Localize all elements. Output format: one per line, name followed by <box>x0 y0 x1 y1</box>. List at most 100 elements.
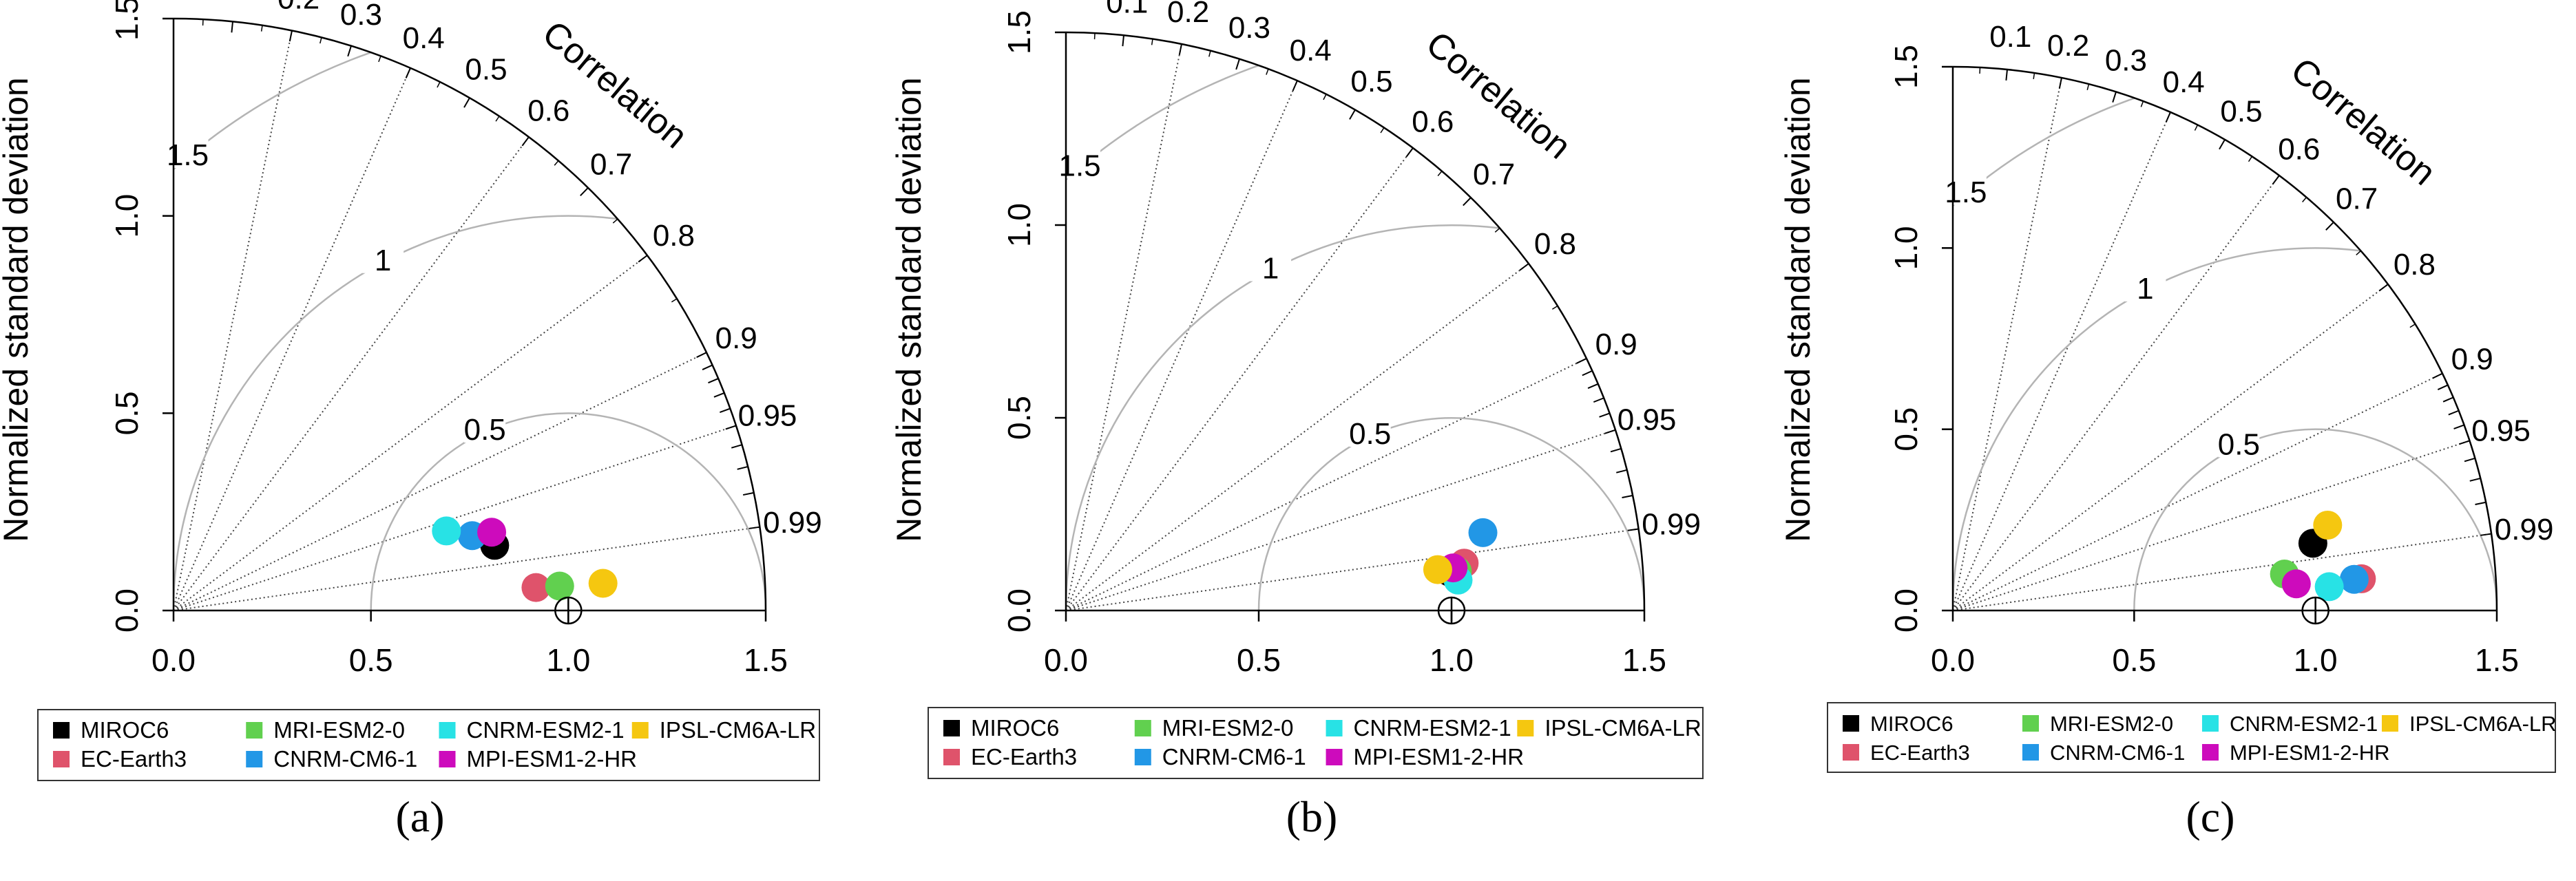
rms-label-bg <box>2218 428 2260 458</box>
correlation-tick <box>1178 43 1182 55</box>
correlation-tick-label: 0.8 <box>1534 227 1576 261</box>
y-axis-title: Normalized standard deviation <box>890 77 928 542</box>
legend-entry: MRI-ESM2-0 <box>2050 712 2173 736</box>
correlation-tick <box>1576 357 1587 364</box>
model-point <box>1423 555 1452 584</box>
correlation-minor-tick <box>320 37 322 44</box>
correlation-tick <box>2442 396 2454 403</box>
legend-swatch <box>1517 720 1534 736</box>
correlation-tick <box>2480 533 2492 536</box>
correlation-tick <box>737 465 748 470</box>
taylor-panel: 0.5 1 1.5 0.1 0.2 0.3 0.4 0.5 0.6 0.7 0.8 0.9 0.95 0.… <box>1779 20 2557 841</box>
y-tick-label: 0.5 <box>109 391 145 435</box>
x-tick-label: 0.0 <box>1044 642 1088 678</box>
y-tick-label: 1.0 <box>1001 203 1037 247</box>
panel-label: (b) <box>1286 792 1338 841</box>
legend: MIROC6 EC-Earth3 MRI-ESM2-0 CNRM-CM6-1 CNRM-… <box>928 707 1704 779</box>
rms-contour-label: 1.5 <box>1945 176 1987 209</box>
correlation-minor-tick <box>378 56 381 63</box>
correlation-tick <box>638 255 648 263</box>
y-tick-label: 1.0 <box>109 194 145 238</box>
correlation-line <box>1065 80 1298 611</box>
correlation-tick <box>2469 477 2481 482</box>
correlation-tick <box>1587 383 1599 389</box>
legend-swatch <box>1134 720 1151 736</box>
y-tick-label: 1.5 <box>1888 45 1924 89</box>
correlation-tick <box>708 378 719 384</box>
legend-entry: EC-Earth3 <box>81 746 187 772</box>
correlation-tick-label: 0.99 <box>2495 513 2554 546</box>
rms-contours <box>1953 67 2497 611</box>
y-tick-label: 1.0 <box>1888 226 1924 270</box>
legend-entry: EC-Earth3 <box>1870 741 1970 765</box>
correlation-tick <box>696 352 707 359</box>
correlation-line <box>173 352 707 611</box>
taylor-panel: 0.5 1 1.5 0.1 0.2 0.3 0.4 0.5 0.6 0.7 0.8 0.9 0.95 0.… <box>0 0 822 841</box>
legend-box <box>37 709 820 781</box>
legend-entry: CNRM-CM6-1 <box>273 746 417 772</box>
correlation-minor-tick <box>495 116 500 122</box>
correlation-line <box>1952 440 2470 611</box>
correlation-tick <box>2325 222 2334 231</box>
correlation-tick <box>521 136 530 147</box>
model-point <box>2313 510 2343 540</box>
correlation-tick-label: 0.7 <box>1473 158 1515 191</box>
panel-label: (a) <box>395 792 444 841</box>
legend-entry: MPI-ESM1-2-HR <box>466 746 637 772</box>
correlation-tick <box>2437 384 2449 391</box>
correlation-minor-tick <box>2033 72 2035 79</box>
x-tick-label: 1.5 <box>1622 642 1666 678</box>
correlation-minor-tick <box>612 218 618 224</box>
correlation-tick <box>2165 112 2171 123</box>
y-axis-title: Normalized standard deviation <box>0 77 35 542</box>
legend-swatch <box>1326 749 1343 765</box>
correlation-minor-tick <box>437 81 441 88</box>
correlation-tick <box>1463 197 1472 206</box>
correlation-tick-label: 0.2 <box>2047 29 2089 63</box>
correlation-tick-label: 0.5 <box>1350 65 1392 98</box>
correlation-tick <box>580 187 589 196</box>
y-tick-label: 0.5 <box>1001 396 1037 440</box>
correlation-tick <box>2058 77 2062 89</box>
model-point <box>432 516 461 546</box>
correlation-tick-label: 0.6 <box>527 94 569 128</box>
correlation-tick <box>725 425 737 430</box>
correlation-minor-tick <box>1323 94 1327 100</box>
correlation-line <box>1065 263 1529 611</box>
correlation-minor-tick <box>1208 50 1211 57</box>
correlation-minor-tick <box>1551 305 1558 310</box>
correlation-tick-label: 0.9 <box>1595 328 1637 361</box>
y-tick-label: 1.5 <box>109 0 145 41</box>
correlation-tick-label: 0.4 <box>1290 34 1332 67</box>
correlation-tick <box>1582 370 1593 376</box>
legend-entry: MPI-ESM1-2-HR <box>1354 744 1525 769</box>
correlation-tick-label: 0.7 <box>590 148 632 182</box>
rms-contour-label: 1.5 <box>1058 149 1100 183</box>
legend-swatch <box>1843 744 1859 761</box>
correlation-minor-tick <box>1380 127 1385 134</box>
legend-entry: CNRM-ESM2-1 <box>2230 712 2378 736</box>
legend-swatch <box>1843 715 1859 732</box>
rms-contour <box>2133 428 2497 611</box>
correlation-tick-label: 0.1 <box>215 0 257 6</box>
legend-swatch <box>439 722 456 739</box>
correlation-tick-label: 0.6 <box>1412 105 1454 139</box>
legend-entry: MIROC6 <box>971 715 1059 741</box>
x-tick-label: 0.0 <box>151 642 196 678</box>
model-point <box>2314 572 2344 602</box>
correlation-minor-tick <box>1266 68 1269 75</box>
correlation-minor-tick <box>2086 83 2090 90</box>
correlation-tick <box>463 97 470 108</box>
legend-entry: EC-Earth3 <box>971 744 1077 769</box>
panel-label: (c) <box>2186 792 2234 841</box>
rms-contour <box>1257 416 1644 611</box>
correlation-tick <box>2448 410 2460 416</box>
y-tick-label: 0.0 <box>109 588 145 633</box>
correlation-tick <box>1627 528 1639 531</box>
rms-contour-label: 1 <box>1262 252 1279 286</box>
y-tick-label: 0.5 <box>1888 407 1924 452</box>
legend-box <box>1827 702 2556 773</box>
correlation-tick <box>1405 147 1414 158</box>
correlation-tick-label: 0.95 <box>1617 403 1677 437</box>
